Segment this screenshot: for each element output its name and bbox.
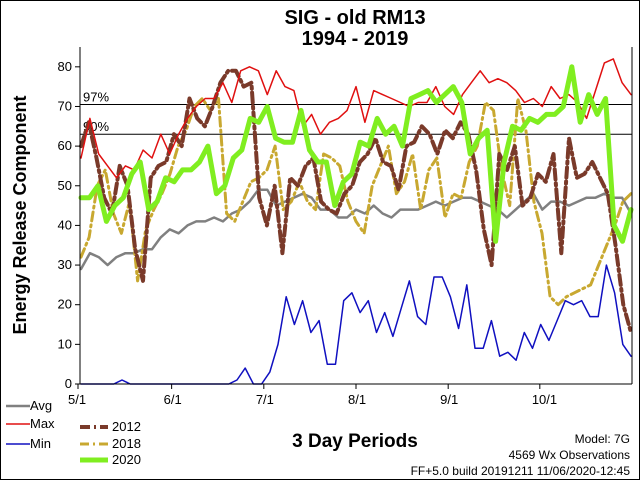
- y-tick-label: 70: [58, 98, 72, 113]
- series-lines: [78, 58, 634, 385]
- x-tick-label: 5/1: [68, 392, 86, 407]
- percentile-label: 97%: [83, 89, 109, 104]
- y-tick-label: 30: [58, 257, 72, 272]
- y-tick-label: 60: [58, 138, 72, 153]
- y-tick-label: 50: [58, 178, 72, 193]
- series-line-2018: [79, 97, 633, 307]
- y-tick-label: 40: [58, 217, 72, 232]
- x-tick-label: 9/1: [440, 392, 458, 407]
- series-line-max: [80, 58, 632, 179]
- x-tick-label: 6/1: [164, 392, 182, 407]
- tick-labels: 0 10 20 30 40 50 60 70 80 5/1 6/1 7/1 8/1 9/1 10/1: [58, 59, 558, 407]
- legend-label-2018: 2018: [112, 436, 141, 451]
- legend-label-min: Min: [30, 436, 51, 451]
- chart-title: SIG - old RM13: [284, 7, 425, 29]
- x-tick-label: 10/1: [532, 392, 557, 407]
- model-label: Model: 7G: [575, 432, 630, 446]
- chart-subtitle: 1994 - 2019: [302, 28, 409, 50]
- legend-label-2012: 2012: [112, 419, 141, 434]
- y-tick-label: 10: [58, 336, 72, 351]
- legend-label-max: Max: [30, 416, 55, 431]
- observations-label: 4569 Wx Observations: [509, 448, 630, 462]
- series-line-2020: [78, 64, 634, 244]
- legend-label-2020: 2020: [112, 452, 141, 467]
- series-line-2012: [79, 68, 633, 335]
- series-line-avg: [79, 188, 633, 271]
- x-tick-label: 7/1: [256, 392, 274, 407]
- percentile-lines: 97%90%: [80, 89, 632, 135]
- build-label: FF+5.0 build 20191211 11/06/2020-12:45: [411, 464, 631, 478]
- x-tick-label: 8/1: [348, 392, 366, 407]
- y-tick-label: 0: [65, 376, 72, 391]
- axes: [75, 47, 633, 389]
- x-axis-label: 3 Day Periods: [292, 431, 418, 452]
- legend-label-avg: Avg: [30, 398, 52, 413]
- y-tick-label: 20: [58, 297, 72, 312]
- y-axis-label: Energy Release Component: [10, 95, 30, 334]
- y-tick-label: 80: [58, 59, 72, 74]
